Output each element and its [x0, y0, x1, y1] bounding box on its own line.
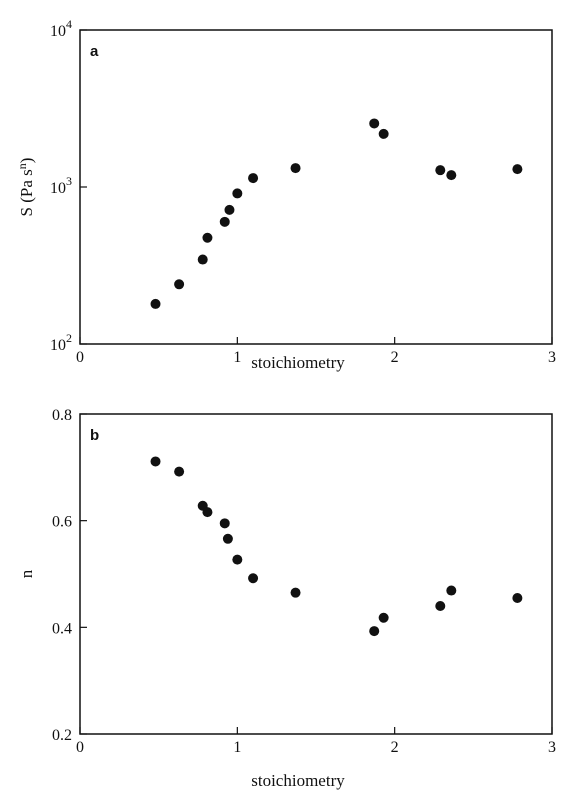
x-tick-label: 2 — [391, 739, 399, 756]
y-axis-label-a: S (Pa sn) — [15, 158, 36, 217]
data-point — [378, 128, 389, 139]
panel-label-b: b — [90, 427, 99, 444]
data-point — [435, 165, 446, 176]
points-b — [150, 456, 523, 637]
data-point — [150, 298, 161, 309]
panel-a: a 102 103 104 0 1 2 3 stoichiometry S (Pa sn) — [15, 17, 556, 372]
y-tick-label: 102 — [50, 331, 72, 354]
data-point — [232, 554, 243, 565]
data-point — [202, 232, 213, 243]
x-tick-label: 0 — [76, 349, 84, 366]
data-point — [197, 254, 208, 265]
x-ticks-b: 0 1 2 3 — [76, 727, 556, 756]
data-point — [512, 164, 523, 175]
data-point — [290, 587, 301, 598]
y-tick-label: 0.2 — [52, 727, 72, 744]
x-tick-label: 1 — [233, 739, 241, 756]
data-point — [219, 216, 230, 227]
data-point — [232, 188, 243, 199]
y-tick-label: 103 — [50, 174, 72, 197]
data-point — [369, 626, 380, 637]
data-point — [369, 118, 380, 129]
y-tick-label: 0.4 — [52, 620, 72, 637]
data-point — [446, 585, 457, 596]
y-tick-label: 104 — [50, 17, 72, 40]
data-point — [512, 593, 523, 603]
panel-b: b 0.2 0.4 0.6 0.8 0 1 2 3 stoichiometry n — [17, 407, 556, 790]
data-point — [290, 163, 301, 174]
data-point — [435, 601, 446, 611]
x-tick-label: 2 — [391, 349, 399, 366]
plot-frame-b — [79, 413, 553, 735]
data-point — [446, 170, 457, 181]
data-point — [202, 507, 213, 518]
points-a — [150, 118, 523, 309]
data-point — [174, 279, 185, 290]
data-point — [219, 518, 230, 529]
y-tick-label: 0.6 — [52, 514, 72, 531]
x-ticks-a: 0 1 2 3 — [76, 337, 556, 366]
data-point — [378, 612, 389, 623]
plot-frame-a — [79, 29, 553, 345]
data-point — [222, 533, 233, 544]
data-point — [174, 466, 185, 477]
x-tick-label: 1 — [233, 349, 241, 366]
x-tick-label: 3 — [548, 739, 556, 756]
y-tick-label: 0.8 — [52, 407, 72, 424]
x-tick-label: 0 — [76, 739, 84, 756]
data-point — [224, 204, 235, 215]
y-axis-label-b: n — [17, 569, 36, 578]
data-point — [248, 173, 259, 184]
x-axis-label-b: stoichiometry — [251, 771, 345, 790]
y-ticks-a: 102 103 104 — [50, 17, 87, 354]
y-ticks-b: 0.2 0.4 0.6 0.8 — [52, 407, 87, 744]
x-axis-label-a: stoichiometry — [251, 353, 345, 372]
x-tick-label: 3 — [548, 349, 556, 366]
data-point — [150, 456, 161, 467]
panel-label-a: a — [90, 43, 99, 60]
data-point — [248, 573, 259, 584]
